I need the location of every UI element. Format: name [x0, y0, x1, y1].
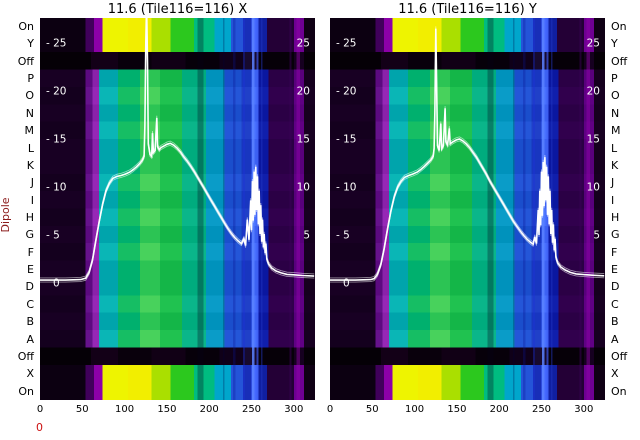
dipole-label-right: L [611, 141, 618, 155]
heatmap-panel-y: - 25 25 - 20 20 - 15 15 - 10 10 - 5 5 0 [330, 18, 605, 400]
svg-text:0: 0 [53, 278, 60, 290]
dipole-label-left: E [27, 263, 34, 277]
svg-text:25: 25 [297, 38, 310, 50]
svg-text:- 20: - 20 [336, 86, 357, 98]
x-tick-label: 150 [157, 404, 177, 415]
x-tick-label: 100 [405, 404, 425, 415]
svg-text:- 10: - 10 [46, 182, 67, 194]
dipole-label-right: I [611, 193, 615, 207]
svg-text:- 25: - 25 [336, 38, 357, 50]
dipole-label-left: I [30, 193, 34, 207]
corner-zero-label: 0 [36, 421, 43, 434]
dipole-label-left: F [27, 245, 34, 259]
x-tick-label: 300 [574, 404, 594, 415]
dipole-label-right: D [611, 280, 620, 294]
x-tick-label: 150 [447, 404, 467, 415]
dipole-label-right: C [611, 297, 619, 311]
dipole-label-right: G [611, 228, 620, 242]
svg-text:5: 5 [593, 230, 600, 242]
dipole-label-right: J [611, 176, 615, 190]
x-tick-label: 250 [241, 404, 262, 415]
dipole-label-right: Off [611, 349, 628, 363]
left-panel-title: 11.6 (Tile116=116) X [107, 2, 248, 17]
svg-text:10: 10 [587, 182, 600, 194]
x-tick-label: 300 [284, 404, 304, 415]
right-panel-title: 11.6 (Tile116=116) Y [398, 2, 537, 17]
dipole-label-left: N [25, 106, 34, 120]
dipole-label-right: F [611, 245, 618, 259]
svg-text:- 5: - 5 [46, 230, 60, 242]
svg-text:- 20: - 20 [46, 86, 67, 98]
x-tick-label: 100 [115, 404, 135, 415]
svg-text:- 25: - 25 [46, 38, 67, 50]
dipole-label-right: N [611, 106, 620, 120]
x-tick-label: 50 [75, 404, 89, 415]
dipole-label-left: J [30, 176, 34, 190]
svg-text:20: 20 [587, 86, 600, 98]
x-tick-label: 250 [531, 404, 552, 415]
dipole-label-left: P [27, 72, 34, 86]
svg-text:- 15: - 15 [336, 134, 357, 146]
svg-text:5: 5 [303, 230, 310, 242]
dipole-label-right: Y [611, 37, 618, 51]
heatmap-panel-x: - 25 25 - 20 20 - 15 15 - 10 10 - 5 5 0 [40, 18, 315, 400]
dipole-label-left: K [26, 158, 34, 172]
x-tick-label: 0 [326, 404, 334, 415]
x-tick-label: 0 [36, 404, 44, 415]
x-tick-label: 200 [489, 404, 509, 415]
dipole-label-left: G [25, 228, 34, 242]
svg-text:25: 25 [587, 38, 600, 50]
dipole-label-left: C [26, 297, 34, 311]
dipole-label-left: Y [27, 37, 34, 51]
dipole-label-right: M [611, 124, 621, 138]
svg-text:- 15: - 15 [46, 134, 67, 146]
dipole-label-left: A [26, 332, 34, 346]
svg-text:0: 0 [343, 278, 350, 290]
dipole-label-right: On [611, 384, 627, 398]
dipole-label-right: Off [611, 54, 628, 68]
dipole-label-left: B [26, 315, 34, 329]
dipole-label-right: K [611, 158, 619, 172]
dipole-label-right: A [611, 332, 619, 346]
dipole-label-right: X [611, 367, 619, 381]
dipole-label-right: B [611, 315, 619, 329]
x-tick-label: 50 [365, 404, 379, 415]
dipole-label-left: Off [17, 54, 34, 68]
x-tick-label: 200 [199, 404, 219, 415]
dipole-label-right: On [611, 20, 627, 33]
svg-text:15: 15 [297, 134, 310, 146]
svg-text:- 10: - 10 [336, 182, 357, 194]
dipole-label-right: O [611, 89, 620, 103]
dipole-label-left: O [25, 89, 34, 103]
svg-text:20: 20 [297, 86, 310, 98]
dipole-label-left: Off [17, 349, 34, 363]
dipole-label-right: E [611, 263, 618, 277]
dipole-label-left: M [24, 124, 35, 138]
dipole-label-right: P [611, 72, 618, 86]
dipole-label-left: L [27, 141, 34, 155]
dipole-label-right: H [611, 211, 620, 224]
dipole-label-left: On [18, 384, 34, 398]
dipole-label-left: X [26, 367, 34, 381]
svg-text:10: 10 [297, 182, 310, 194]
dipole-label-left: H [25, 211, 34, 224]
dipole-label-left: D [25, 280, 34, 294]
dipole-label-left: On [18, 20, 34, 33]
svg-text:- 5: - 5 [336, 230, 350, 242]
svg-text:15: 15 [587, 134, 600, 146]
